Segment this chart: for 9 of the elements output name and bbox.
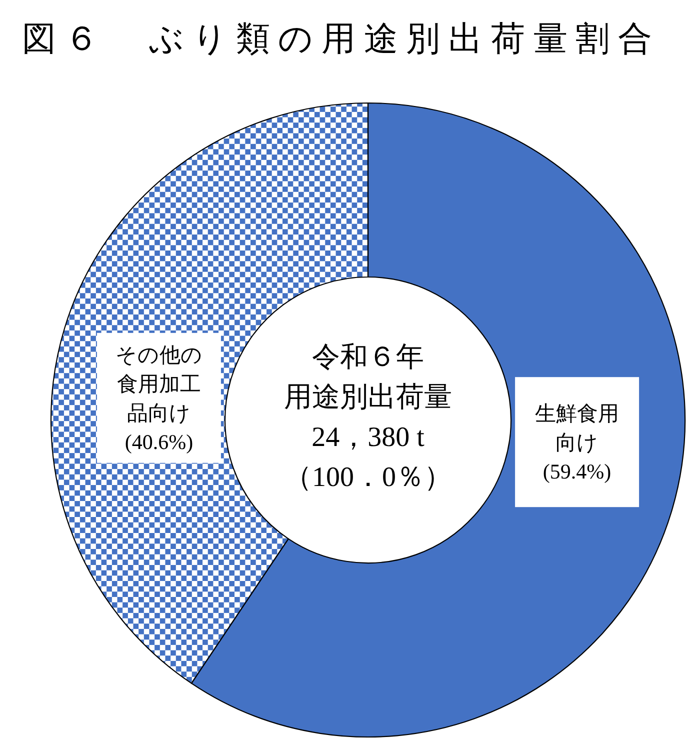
slice-label: その他の食用加工品向け [115, 342, 202, 425]
slice-label: 生鮮食用向け [535, 401, 620, 454]
annotation: （100．0％） [284, 462, 452, 493]
data-label: (40.6%) [124, 430, 194, 454]
annotation: 令和６年 [312, 342, 424, 373]
annotation: 24，380 t [312, 422, 424, 453]
title: 図６ ぶり類の用途別出荷量割合 [22, 19, 652, 59]
annotation: 用途別出荷量 [284, 382, 452, 413]
data-label: (59.4%) [542, 459, 612, 484]
